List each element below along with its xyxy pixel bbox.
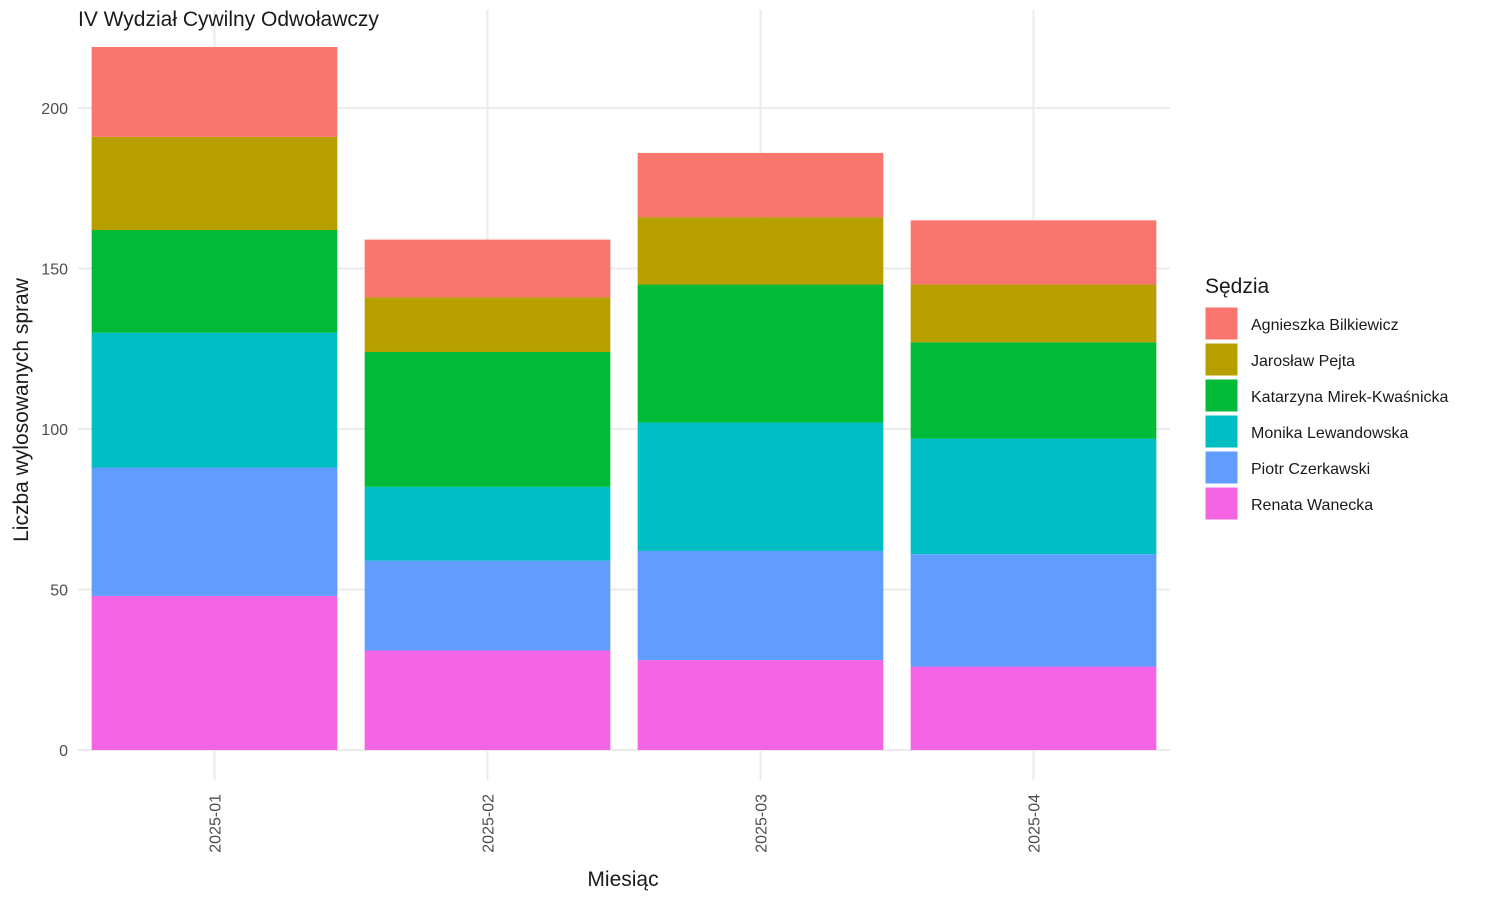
bar-segment bbox=[910, 438, 1157, 555]
bar-segment bbox=[91, 595, 338, 750]
bar-segment bbox=[364, 650, 611, 750]
legend-label: Monika Lewandowska bbox=[1251, 425, 1409, 442]
bar-segment bbox=[91, 332, 338, 468]
bar-segment bbox=[637, 550, 884, 661]
legend-label: Renata Wanecka bbox=[1251, 497, 1373, 514]
y-axis-title: Liczba wylosowanych spraw bbox=[10, 277, 33, 542]
legend-key bbox=[1204, 306, 1239, 341]
bar-segment bbox=[910, 220, 1157, 285]
chart-title: IV Wydział Cywilny Odwoławczy bbox=[78, 8, 379, 31]
legend-label: Jarosław Pejta bbox=[1251, 353, 1355, 370]
y-tick-label: 0 bbox=[59, 743, 68, 760]
bar-segment bbox=[637, 422, 884, 551]
bar-segment bbox=[364, 486, 611, 561]
bar-segment bbox=[364, 297, 611, 352]
bar-segment bbox=[637, 217, 884, 285]
x-tick-label: 2025-02 bbox=[481, 794, 498, 853]
legend-label: Katarzyna Mirek-Kwaśnicka bbox=[1251, 389, 1449, 406]
bars bbox=[91, 47, 1157, 750]
bar-segment bbox=[637, 152, 884, 218]
legend-key bbox=[1204, 450, 1239, 485]
bar-segment bbox=[910, 284, 1157, 343]
x-tick-label: 2025-01 bbox=[208, 794, 225, 853]
bar-segment bbox=[91, 467, 338, 596]
y-axis-ticks: 0 50 100 150 200 bbox=[41, 101, 68, 760]
legend-title: Sędzia bbox=[1205, 275, 1270, 298]
legend-key bbox=[1204, 486, 1239, 521]
x-axis-ticks: 2025-01 2025-02 2025-03 2025-04 bbox=[208, 794, 1044, 853]
y-tick-label: 100 bbox=[41, 422, 68, 439]
bar-segment bbox=[364, 239, 611, 298]
legend-label: Piotr Czerkawski bbox=[1251, 461, 1370, 478]
legend: Sędzia Agnieszka Bilkiewicz Jarosław Pejt… bbox=[1204, 275, 1449, 521]
bar-segment bbox=[910, 342, 1157, 439]
x-axis-title: Miesiąc bbox=[587, 868, 658, 891]
y-tick-label: 50 bbox=[50, 583, 68, 600]
bar-segment bbox=[364, 351, 611, 487]
legend-key bbox=[1204, 414, 1239, 449]
legend-key bbox=[1204, 378, 1239, 413]
x-tick-label: 2025-03 bbox=[754, 794, 771, 853]
bar-segment bbox=[910, 666, 1157, 750]
bar-segment bbox=[91, 229, 338, 333]
bar-segment bbox=[91, 136, 338, 230]
bar-segment bbox=[91, 47, 338, 137]
x-tick-label: 2025-04 bbox=[1027, 794, 1044, 853]
legend-key bbox=[1204, 342, 1239, 377]
bar-segment bbox=[637, 284, 884, 423]
bar-segment bbox=[637, 660, 884, 750]
y-tick-label: 150 bbox=[41, 262, 68, 279]
bar-segment bbox=[364, 560, 611, 651]
legend-label: Agnieszka Bilkiewicz bbox=[1251, 317, 1399, 334]
y-tick-label: 200 bbox=[41, 101, 68, 118]
bar-segment bbox=[910, 554, 1157, 667]
